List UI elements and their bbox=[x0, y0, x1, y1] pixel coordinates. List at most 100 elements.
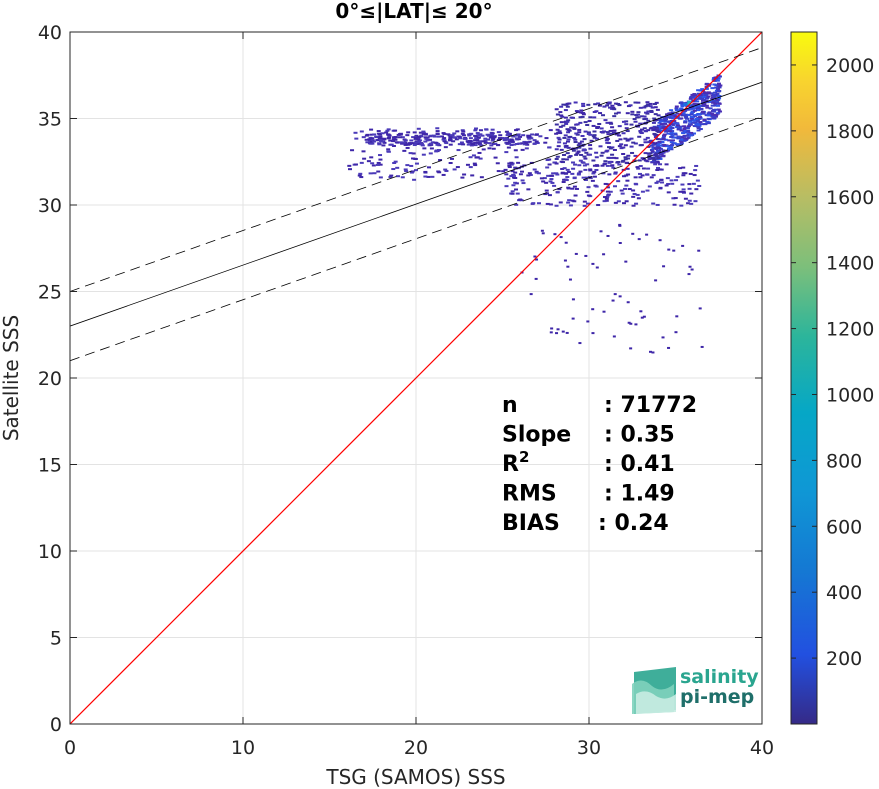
density-cell bbox=[412, 157, 417, 160]
density-cell bbox=[671, 116, 676, 119]
density-cell bbox=[594, 151, 599, 154]
density-cell bbox=[604, 136, 609, 139]
density-cell bbox=[561, 124, 566, 127]
x-tick-label: 40 bbox=[750, 737, 774, 759]
density-cell bbox=[376, 139, 381, 142]
density-cell bbox=[468, 133, 473, 136]
density-cell bbox=[545, 166, 550, 169]
density-cell bbox=[651, 157, 656, 160]
density-cell bbox=[430, 141, 435, 144]
density-cell bbox=[580, 134, 585, 137]
density-cell bbox=[426, 166, 431, 169]
density-cell bbox=[398, 141, 403, 144]
density-cell bbox=[662, 144, 667, 147]
density-cell bbox=[670, 123, 675, 126]
density-cell bbox=[548, 180, 553, 183]
density-cell bbox=[493, 156, 498, 159]
density-cell bbox=[588, 147, 593, 150]
density-cell bbox=[513, 167, 518, 170]
density-cell bbox=[667, 127, 672, 130]
density-cell bbox=[703, 122, 708, 125]
density-cell bbox=[393, 160, 398, 163]
density-cell bbox=[643, 105, 648, 108]
density-cell bbox=[378, 135, 383, 138]
density-cell bbox=[370, 137, 375, 140]
density-cell bbox=[591, 172, 596, 175]
density-cell bbox=[503, 168, 508, 171]
density-cell bbox=[555, 155, 560, 158]
density-cell bbox=[646, 167, 651, 170]
density-cell bbox=[674, 109, 679, 112]
density-cell bbox=[669, 135, 674, 138]
density-cell bbox=[428, 142, 433, 145]
regression-lower-line bbox=[70, 116, 762, 362]
density-cell bbox=[605, 104, 610, 107]
density-cell bbox=[603, 119, 608, 122]
density-cell bbox=[637, 135, 642, 138]
density-cell bbox=[662, 133, 667, 136]
density-cell bbox=[642, 315, 646, 318]
density-cell bbox=[588, 177, 593, 180]
density-cell bbox=[621, 202, 626, 205]
density-cell bbox=[369, 128, 374, 131]
density-cell bbox=[369, 156, 374, 159]
density-cell bbox=[557, 141, 562, 144]
density-cell bbox=[696, 109, 701, 112]
density-cell bbox=[576, 173, 581, 176]
density-cell bbox=[653, 163, 658, 166]
density-cell bbox=[587, 153, 592, 156]
density-cell bbox=[513, 134, 518, 137]
density-cell bbox=[602, 163, 607, 166]
density-cell bbox=[381, 144, 386, 147]
density-cell bbox=[633, 176, 638, 179]
density-cell bbox=[469, 144, 474, 147]
density-cell bbox=[504, 173, 509, 176]
density-cell bbox=[409, 164, 414, 167]
density-cell bbox=[377, 143, 382, 146]
density-cell bbox=[672, 142, 677, 145]
density-cell bbox=[359, 130, 364, 133]
density-cell bbox=[612, 108, 617, 111]
density-cell bbox=[604, 197, 609, 200]
density-cell bbox=[706, 95, 711, 98]
density-cell bbox=[711, 113, 716, 116]
density-cell bbox=[353, 131, 358, 134]
density-cell bbox=[638, 176, 643, 179]
density-cell bbox=[631, 232, 635, 235]
density-cell bbox=[670, 127, 675, 130]
density-cell bbox=[640, 115, 645, 118]
density-cell bbox=[685, 137, 690, 140]
density-cell bbox=[612, 148, 617, 151]
density-cell bbox=[554, 158, 559, 161]
density-cell bbox=[623, 156, 628, 159]
density-cell bbox=[689, 112, 694, 115]
density-cell bbox=[638, 106, 643, 109]
density-cell bbox=[610, 164, 615, 167]
density-cell bbox=[696, 106, 701, 109]
density-cell bbox=[633, 154, 638, 157]
density-cell bbox=[624, 162, 629, 165]
density-cell bbox=[510, 140, 515, 143]
density-cell bbox=[653, 142, 658, 145]
density-cell bbox=[647, 157, 652, 160]
density-cell bbox=[581, 102, 586, 105]
density-cell bbox=[618, 224, 622, 227]
density-cell bbox=[655, 128, 660, 131]
density-cell bbox=[608, 106, 613, 109]
density-cell bbox=[386, 128, 391, 131]
density-cell bbox=[645, 101, 650, 104]
density-cell bbox=[717, 97, 722, 100]
density-cell bbox=[522, 143, 527, 146]
density-cell bbox=[495, 162, 500, 165]
density-cell bbox=[489, 144, 494, 147]
density-cell bbox=[695, 119, 700, 122]
density-cell bbox=[647, 141, 652, 144]
density-cell bbox=[447, 139, 452, 142]
density-cell bbox=[697, 113, 702, 116]
density-cell bbox=[682, 127, 687, 130]
stat-label: Slope bbox=[502, 423, 571, 448]
density-cell bbox=[527, 140, 532, 143]
density-cell bbox=[579, 153, 584, 156]
density-cell bbox=[384, 131, 389, 134]
density-cell bbox=[582, 164, 587, 167]
